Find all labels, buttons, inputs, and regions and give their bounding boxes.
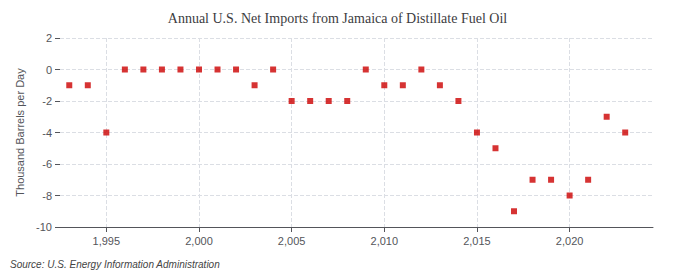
svg-text:Annual U.S. Net Imports from J: Annual U.S. Net Imports from Jamaica of …	[168, 11, 508, 26]
svg-text:-6: -6	[42, 158, 52, 170]
svg-text:-10: -10	[36, 221, 52, 233]
svg-text:Thousand Barrels per Day: Thousand Barrels per Day	[14, 68, 26, 197]
svg-text:2,015: 2,015	[463, 235, 491, 247]
svg-text:1,995: 1,995	[93, 235, 121, 247]
svg-text:0: 0	[46, 64, 52, 76]
svg-text:2,020: 2,020	[556, 235, 584, 247]
svg-text:Source: U.S. Energy Informatio: Source: U.S. Energy Information Administ…	[10, 259, 220, 270]
svg-text:-8: -8	[42, 190, 52, 202]
svg-text:2,010: 2,010	[371, 235, 399, 247]
svg-text:-2: -2	[42, 95, 52, 107]
svg-text:2,005: 2,005	[278, 235, 306, 247]
svg-text:-4: -4	[42, 127, 52, 139]
svg-text:2: 2	[46, 32, 52, 44]
svg-text:2,000: 2,000	[185, 235, 213, 247]
